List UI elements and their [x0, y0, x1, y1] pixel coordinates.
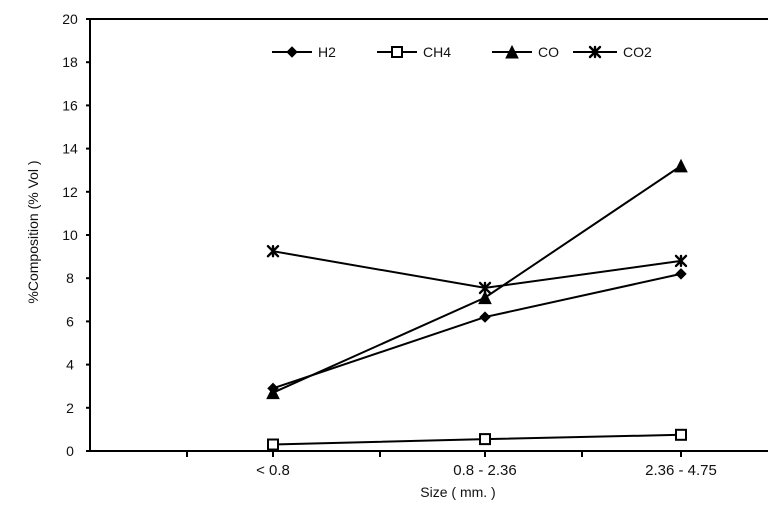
data-point-co2: [266, 245, 280, 258]
data-point-co: [266, 385, 280, 400]
legend-label-ch4: CH4: [423, 44, 451, 60]
series-h2: [267, 268, 687, 395]
series-lines: [266, 158, 688, 451]
data-point-h2: [675, 268, 687, 280]
y-tick-label: 18: [62, 54, 78, 70]
data-point-co: [674, 158, 688, 173]
y-tick-label: 20: [62, 11, 78, 27]
legend-item-co2: CO2: [573, 44, 652, 60]
axis-ticks: 0 2 4 6 8 10 12 14 16 18 20 < 0.8 0.8 - 2.36 2.36 - 4…: [62, 11, 717, 479]
data-point-co: [478, 290, 492, 305]
y-axis-title: %Composition (% Vol ): [25, 160, 41, 303]
y-tick-label: 8: [66, 270, 74, 286]
y-tick-label: 4: [66, 357, 74, 373]
y-tick-label: 6: [66, 313, 74, 329]
y-tick-label: 16: [62, 97, 78, 113]
y-tick-label: 14: [62, 141, 78, 157]
axes: [89, 18, 768, 452]
legend-label-co: CO: [538, 44, 559, 60]
x-tick-label: 0.8 - 2.36: [453, 462, 516, 479]
y-tick-label: 2: [66, 400, 74, 416]
x-tick-label: 2.36 - 4.75: [645, 462, 717, 479]
legend-label-h2: H2: [318, 44, 336, 60]
legend-label-co2: CO2: [623, 44, 652, 60]
data-point-co2: [674, 254, 688, 268]
legend-item-co: CO: [492, 44, 559, 60]
y-tick-label: 10: [62, 227, 78, 243]
y-tick-label: 12: [62, 184, 78, 200]
y-tick-label: 0: [66, 443, 74, 459]
series-co: [266, 158, 688, 400]
series-line-ch4: [272, 433, 682, 446]
legend-marker-co: [505, 44, 519, 59]
data-point-h2: [479, 311, 491, 323]
legend-item-ch4: CH4: [377, 44, 451, 60]
data-point-ch4: [267, 438, 279, 451]
series-line-co2: [272, 250, 682, 289]
x-tick-label: < 0.8: [256, 462, 290, 479]
data-point-ch4: [675, 428, 687, 441]
legend-marker-h2: [286, 46, 298, 58]
legend: H2 CH4 CO CO2: [272, 44, 652, 60]
series-ch4: [267, 428, 687, 451]
legend-item-h2: H2: [272, 44, 336, 60]
data-point-co2: [478, 281, 492, 295]
data-point-ch4: [479, 433, 491, 446]
series-line-h2: [272, 272, 682, 390]
legend-marker-co2: [588, 45, 602, 59]
series-co2: [266, 245, 688, 295]
series-line-co: [272, 165, 682, 394]
legend-marker-ch4: [391, 46, 403, 58]
x-axis-title: Size ( mm. ): [420, 484, 495, 500]
